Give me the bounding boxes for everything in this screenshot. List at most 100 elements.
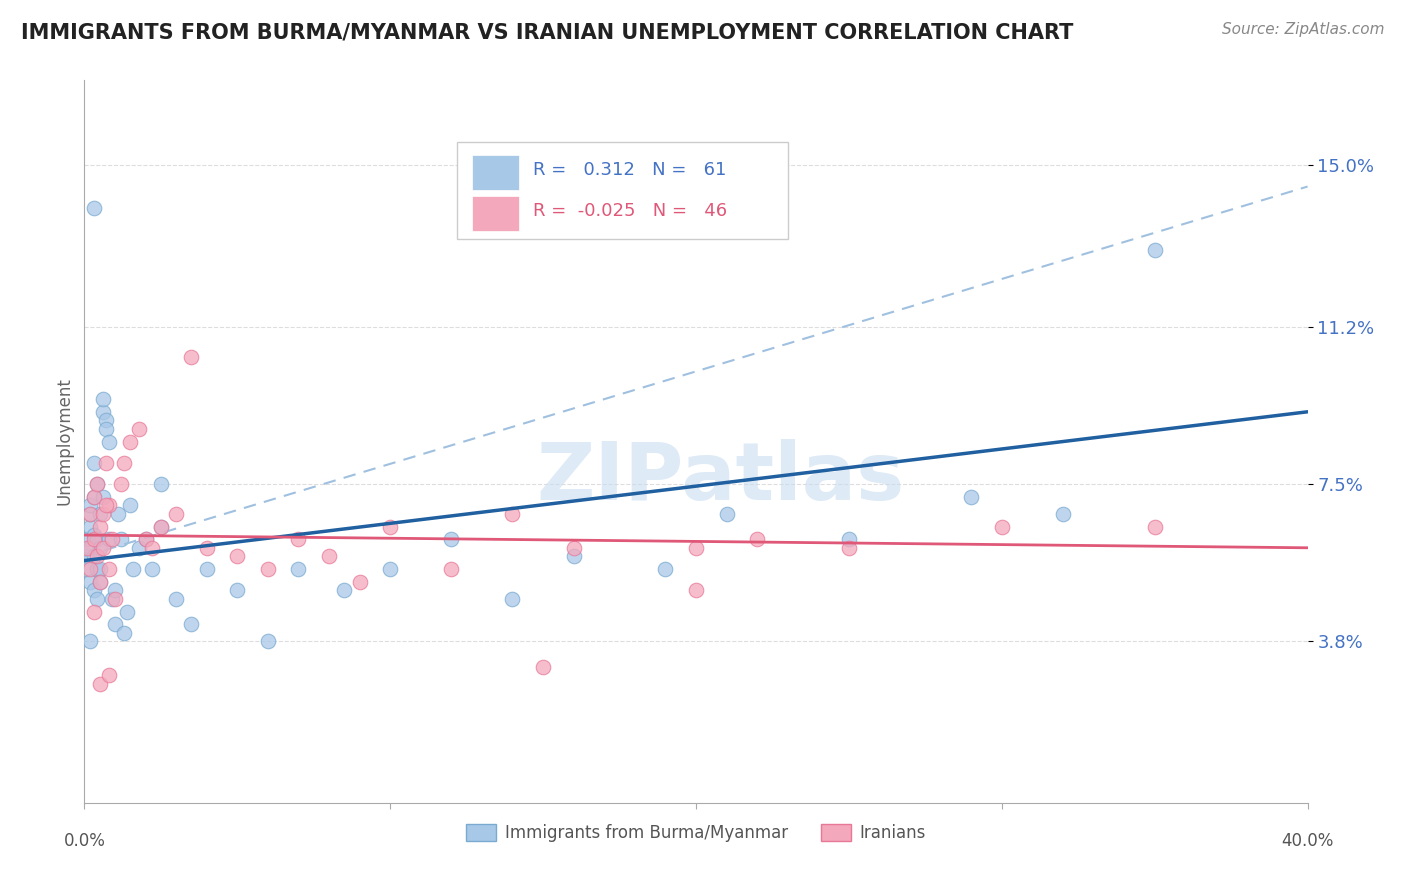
Point	[195, 541, 218, 555]
Point	[838, 541, 860, 555]
Point	[83, 605, 105, 619]
Text: R =  -0.025   N =   46: R = -0.025 N = 46	[533, 202, 727, 219]
Point	[83, 490, 105, 504]
Point	[91, 541, 114, 555]
Text: ZIPatlas: ZIPatlas	[536, 439, 904, 516]
Point	[83, 456, 105, 470]
Point	[83, 201, 105, 215]
Point	[94, 456, 117, 470]
Point	[180, 350, 202, 364]
Point	[91, 405, 114, 419]
Point	[104, 617, 127, 632]
Point	[716, 507, 738, 521]
Point	[86, 562, 108, 576]
Point	[960, 490, 983, 504]
Point	[104, 591, 127, 606]
Point	[180, 617, 202, 632]
Point	[76, 562, 98, 576]
Y-axis label: Unemployment: Unemployment	[55, 377, 73, 506]
Point	[79, 507, 101, 521]
Point	[135, 533, 157, 547]
Point	[101, 591, 124, 606]
Legend: Immigrants from Burma/Myanmar, Iranians: Immigrants from Burma/Myanmar, Iranians	[460, 817, 932, 848]
Point	[531, 660, 554, 674]
Point	[128, 541, 150, 555]
Point	[333, 583, 356, 598]
Point	[502, 507, 524, 521]
Point	[128, 422, 150, 436]
Point	[135, 533, 157, 547]
Point	[685, 583, 707, 598]
Point	[991, 519, 1014, 533]
Point	[86, 477, 108, 491]
Text: IMMIGRANTS FROM BURMA/MYANMAR VS IRANIAN UNEMPLOYMENT CORRELATION CHART: IMMIGRANTS FROM BURMA/MYANMAR VS IRANIAN…	[21, 22, 1073, 42]
Point	[76, 533, 98, 547]
Point	[89, 562, 111, 576]
Point	[97, 498, 120, 512]
Point	[91, 490, 114, 504]
Point	[318, 549, 340, 564]
Point	[89, 574, 111, 589]
Point	[79, 519, 101, 533]
Point	[91, 507, 114, 521]
Point	[226, 583, 249, 598]
Point	[685, 541, 707, 555]
Text: R =   0.312   N =   61: R = 0.312 N = 61	[533, 161, 727, 179]
Point	[76, 549, 98, 564]
Point	[120, 498, 142, 512]
Point	[1143, 244, 1166, 258]
Text: Source: ZipAtlas.com: Source: ZipAtlas.com	[1222, 22, 1385, 37]
Point	[89, 541, 111, 555]
Point	[91, 392, 114, 406]
Point	[226, 549, 249, 564]
Point	[97, 562, 120, 576]
Point	[149, 519, 172, 533]
Point	[440, 562, 463, 576]
Point	[89, 574, 111, 589]
Point	[380, 562, 402, 576]
Point	[97, 533, 120, 547]
FancyBboxPatch shape	[472, 155, 519, 190]
Point	[120, 434, 142, 449]
Point	[838, 533, 860, 547]
Point	[165, 591, 187, 606]
Point	[79, 562, 101, 576]
Point	[97, 434, 120, 449]
Point	[86, 549, 108, 564]
Point	[562, 549, 585, 564]
Point	[79, 574, 101, 589]
Point	[89, 519, 111, 533]
Point	[380, 519, 402, 533]
Point	[79, 498, 101, 512]
Point	[110, 533, 132, 547]
Point	[141, 541, 163, 555]
Point	[115, 605, 138, 619]
Point	[101, 533, 124, 547]
Point	[79, 541, 101, 555]
Point	[257, 562, 280, 576]
Point	[122, 562, 145, 576]
Point	[1052, 507, 1074, 521]
Text: 40.0%: 40.0%	[1281, 831, 1334, 850]
Point	[257, 634, 280, 648]
Point	[94, 413, 117, 427]
Point	[440, 533, 463, 547]
Point	[165, 507, 187, 521]
Point	[1143, 519, 1166, 533]
Point	[149, 477, 172, 491]
Point	[86, 477, 108, 491]
Point	[110, 477, 132, 491]
Point	[195, 562, 218, 576]
Point	[97, 668, 120, 682]
Point	[86, 533, 108, 547]
Point	[141, 562, 163, 576]
Point	[86, 591, 108, 606]
FancyBboxPatch shape	[472, 196, 519, 230]
Point	[83, 549, 105, 564]
Point	[747, 533, 769, 547]
Point	[83, 490, 105, 504]
Point	[149, 519, 172, 533]
Point	[287, 533, 309, 547]
Point	[112, 625, 135, 640]
Point	[83, 533, 105, 547]
